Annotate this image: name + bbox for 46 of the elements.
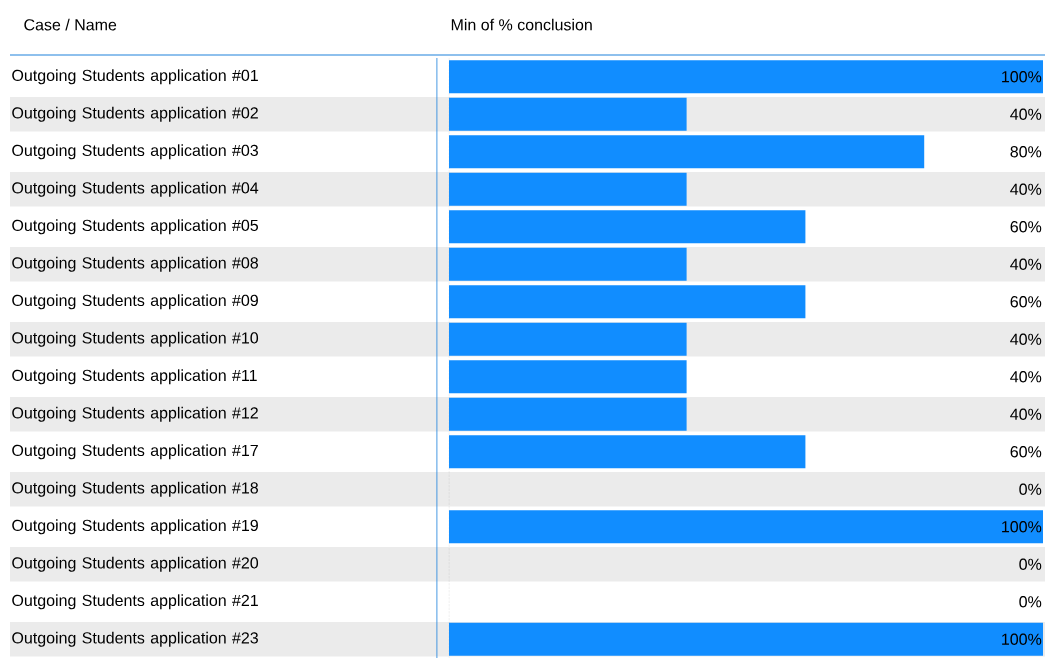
y-tick-label: Outgoing Students application #01: [12, 69, 258, 85]
data-label: 100%: [1002, 71, 1042, 83]
y-tick-label: Outgoing Students application #18: [12, 481, 258, 497]
bar: [449, 397, 687, 431]
data-label: 40%: [1010, 408, 1042, 420]
y-tick-label: Outgoing Students application #05: [12, 219, 259, 235]
data-label: 60%: [1010, 296, 1042, 308]
data-label: 100%: [1002, 633, 1042, 645]
y-tick-label: Outgoing Students application #19: [12, 519, 258, 535]
bar: [449, 435, 806, 469]
y-tick-label: Outgoing Students application #10: [12, 331, 259, 347]
data-label: 60%: [1010, 446, 1042, 458]
bar: [449, 135, 925, 169]
y-tick-label: Outgoing Students application #23: [12, 631, 258, 647]
y-tick-label: Outgoing Students application #12: [12, 406, 258, 422]
y-tick-label: Outgoing Students application #11: [12, 369, 257, 385]
data-label: 40%: [1010, 183, 1042, 195]
x-axis-title: Min of % conclusion: [451, 18, 592, 31]
y-tick-label: Outgoing Students application #17: [12, 444, 258, 460]
y-tick-label: Outgoing Students application #04: [12, 181, 259, 197]
data-label: 60%: [1010, 221, 1042, 233]
y-tick-label: Outgoing Students application #09: [12, 294, 258, 310]
data-label: 40%: [1010, 371, 1042, 383]
data-label: 40%: [1010, 258, 1042, 270]
bar: [449, 97, 687, 131]
y-tick-label: Outgoing Students application #20: [12, 556, 259, 572]
y-tick-label: Outgoing Students application #03: [12, 144, 258, 160]
data-label: 40%: [1010, 108, 1042, 120]
bar: [449, 247, 687, 281]
data-label: 80%: [1010, 146, 1042, 158]
data-label: 40%: [1010, 333, 1042, 345]
data-label: 0%: [1019, 483, 1042, 495]
data-label: 100%: [1002, 521, 1042, 533]
y-tick-label: Outgoing Students application #21: [12, 594, 258, 610]
y-axis-title: Case / Name: [24, 18, 117, 31]
y-tick-label: Outgoing Students application #08: [12, 256, 258, 272]
data-label: 0%: [1019, 596, 1042, 608]
bar: [449, 322, 687, 356]
bar: [449, 285, 806, 319]
bar: [449, 510, 1044, 544]
bar: [449, 172, 687, 206]
bar: [449, 360, 687, 394]
y-tick-label: Outgoing Students application #02: [12, 106, 258, 122]
bar: [449, 60, 1044, 94]
bar: [449, 210, 806, 244]
data-label: 0%: [1019, 558, 1042, 570]
